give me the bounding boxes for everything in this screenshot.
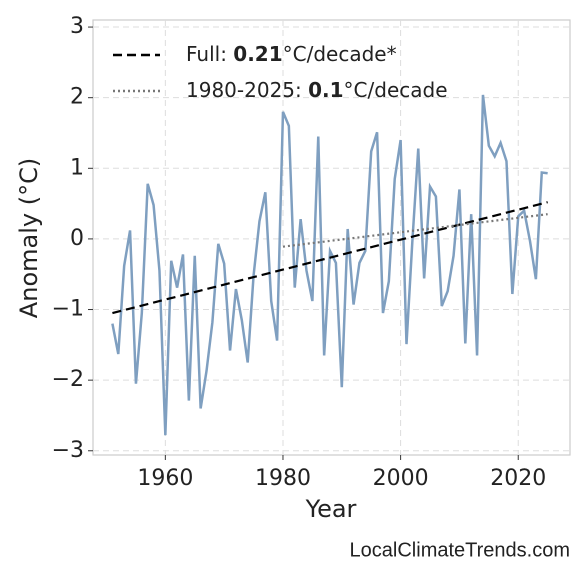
trend-line bbox=[112, 201, 548, 315]
x-tick-label: 2020 bbox=[490, 466, 546, 491]
y-axis-label: Anomaly (°C) bbox=[15, 158, 43, 318]
x-tick-label: 2000 bbox=[373, 466, 429, 491]
y-tick-label: −3 bbox=[52, 438, 84, 463]
legend-label-part: 0.21 bbox=[233, 42, 282, 66]
legend-label-part: Full: bbox=[186, 42, 233, 66]
y-tick-label: 3 bbox=[70, 14, 84, 39]
legend-label-part: 1980-2025: bbox=[186, 78, 308, 102]
x-axis-label: Year bbox=[305, 495, 357, 523]
y-tick-label: 2 bbox=[70, 85, 84, 110]
source: LocalClimateTrends.com bbox=[350, 539, 570, 561]
plot-area bbox=[92, 19, 571, 456]
x-tick-label: 1960 bbox=[137, 466, 193, 491]
y-tick-label: −1 bbox=[52, 297, 84, 322]
y-tick-label: 1 bbox=[70, 155, 84, 180]
legend-label-part: 0.1 bbox=[308, 78, 343, 102]
x-tick-label: 1980 bbox=[255, 466, 311, 491]
y-tick-label: 0 bbox=[70, 226, 84, 251]
data-line bbox=[111, 94, 548, 436]
legend-label-part: °C/decade* bbox=[283, 42, 397, 66]
legend-label: 1980-2025: 0.1°C/decade bbox=[186, 78, 448, 102]
legend-label-part: °C/decade bbox=[344, 78, 448, 102]
legend-label: Full: 0.21°C/decade* bbox=[186, 42, 397, 66]
y-tick-label: −2 bbox=[52, 367, 84, 392]
